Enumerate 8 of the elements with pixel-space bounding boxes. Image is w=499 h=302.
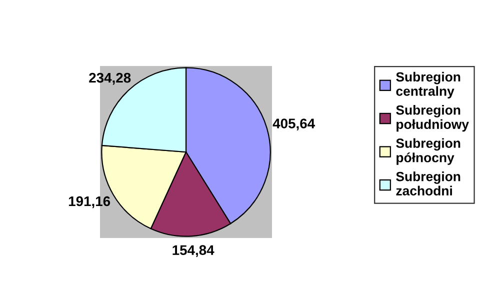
data-label: 405,64 xyxy=(272,118,315,130)
data-label: 234,28 xyxy=(89,72,131,85)
legend-label: Subregion zachodni xyxy=(396,172,460,196)
data-label: 154,84 xyxy=(172,245,214,258)
legend-label: Subregion północny xyxy=(396,138,460,165)
legend-label: Subregion centralny xyxy=(396,72,460,98)
legend-label: Subregion południowy xyxy=(396,105,469,132)
data-label: 191,16 xyxy=(68,196,110,208)
